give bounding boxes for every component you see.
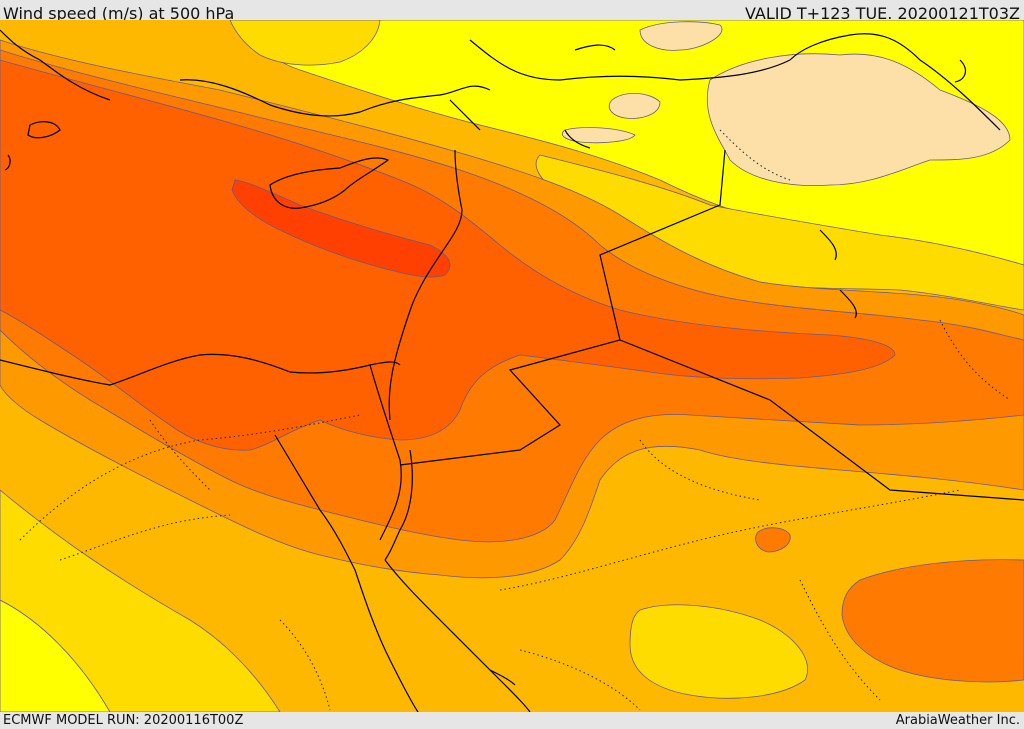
model-run-label: ECMWF MODEL RUN: 20200116T00Z	[3, 713, 244, 728]
wind-band-beige-n3	[561, 127, 636, 144]
wind-band-beige-n1	[639, 21, 723, 51]
coastlines	[0, 29, 1024, 712]
valid-time-label: VALID T+123 TUE. 20200121T03Z	[744, 4, 1020, 23]
wind-band-gold-nw	[229, 20, 381, 66]
wind-band-redorange-core	[0, 59, 896, 451]
wind-band-darkorange-se	[841, 559, 1024, 683]
wind-band-beige-ne	[706, 53, 1011, 186]
footer-bar: ECMWF MODEL RUN: 20200116T00Z ArabiaWeat…	[0, 712, 1024, 729]
wind-band-beige-n2	[608, 93, 661, 119]
credit-label: ArabiaWeather Inc.	[895, 713, 1020, 728]
header-bar: Wind speed (m/s) at 500 hPa VALID T+123 …	[0, 0, 1024, 23]
admin-boundaries	[19, 129, 1011, 711]
wind-speed-map[interactable]	[0, 20, 1024, 712]
map-title: Wind speed (m/s) at 500 hPa	[3, 4, 235, 23]
wind-band-max-core	[231, 179, 451, 278]
wind-band-gold-south	[629, 604, 808, 699]
map-canvas	[0, 20, 1024, 712]
wind-band-darkorange-spot	[755, 527, 791, 553]
